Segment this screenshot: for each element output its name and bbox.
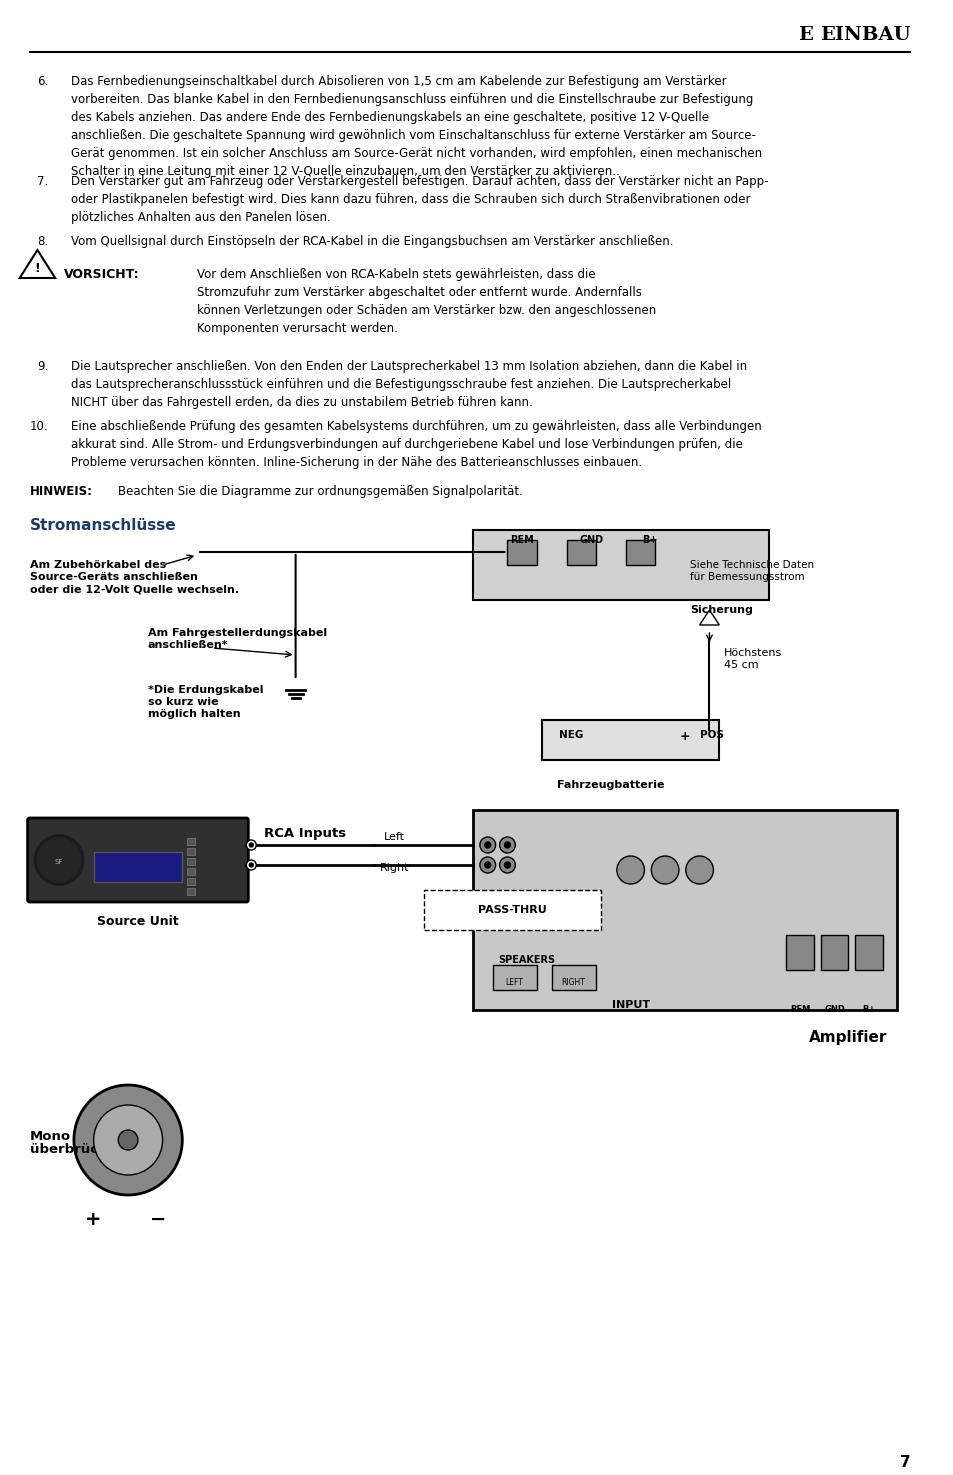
Text: überbrückt: überbrückt <box>30 1143 112 1156</box>
Circle shape <box>504 861 510 867</box>
Text: SF: SF <box>55 858 63 864</box>
Text: so kurz wie: so kurz wie <box>148 698 218 707</box>
Text: Vom Quellsignal durch Einstöpseln der RCA-Kabel in die Eingangsbuchsen am Verstä: Vom Quellsignal durch Einstöpseln der RC… <box>71 235 673 248</box>
FancyBboxPatch shape <box>820 935 847 971</box>
Text: Höchstens: Höchstens <box>723 648 781 658</box>
Text: Left: Left <box>383 832 404 842</box>
Text: B+: B+ <box>862 1004 875 1013</box>
Text: Die Lautsprecher anschließen. Von den Enden der Lautsprecherkabel 13 mm Isolatio: Die Lautsprecher anschließen. Von den En… <box>71 360 746 409</box>
Text: REM: REM <box>789 1004 809 1013</box>
FancyBboxPatch shape <box>187 888 195 895</box>
Text: INPUT: INPUT <box>611 1000 649 1010</box>
Circle shape <box>73 1086 182 1195</box>
FancyBboxPatch shape <box>473 530 768 600</box>
Circle shape <box>118 1130 138 1150</box>
Circle shape <box>499 836 515 853</box>
FancyBboxPatch shape <box>473 810 896 1010</box>
Text: RCA Inputs: RCA Inputs <box>264 827 346 839</box>
Text: GND: GND <box>823 1004 844 1013</box>
Text: Siehe Technische Daten: Siehe Technische Daten <box>689 560 813 569</box>
Text: Right: Right <box>379 863 409 873</box>
Text: Stromanschlüsse: Stromanschlüsse <box>30 518 176 532</box>
Text: Am Zubehörkabel des: Am Zubehörkabel des <box>30 560 166 569</box>
FancyBboxPatch shape <box>187 867 195 875</box>
Text: EINBAU: EINBAU <box>820 27 909 44</box>
Circle shape <box>499 857 515 873</box>
FancyBboxPatch shape <box>93 853 182 882</box>
Text: Am Fahrgestellerdungskabel: Am Fahrgestellerdungskabel <box>148 628 327 639</box>
Text: *Die Erdungskabel: *Die Erdungskabel <box>148 684 263 695</box>
Text: Source Unit: Source Unit <box>97 914 178 928</box>
Text: E: E <box>798 27 812 44</box>
Circle shape <box>479 857 496 873</box>
Text: HINWEIS:: HINWEIS: <box>30 485 92 499</box>
FancyBboxPatch shape <box>187 838 195 845</box>
Text: Fahrzeugbatterie: Fahrzeugbatterie <box>557 780 664 791</box>
Circle shape <box>685 855 713 884</box>
Text: Vor dem Anschließen von RCA-Kabeln stets gewährleisten, dass die
Stromzufuhr zum: Vor dem Anschließen von RCA-Kabeln stets… <box>197 268 656 335</box>
Text: 6.: 6. <box>37 75 49 88</box>
FancyBboxPatch shape <box>625 540 655 565</box>
Text: für Bemessungsstrom: für Bemessungsstrom <box>689 572 803 583</box>
Text: Mono: Mono <box>30 1130 71 1143</box>
Text: 8.: 8. <box>37 235 49 248</box>
Text: Beachten Sie die Diagramme zur ordnungsgemäßen Signalpolarität.: Beachten Sie die Diagramme zur ordnungsg… <box>118 485 522 499</box>
FancyBboxPatch shape <box>507 540 537 565</box>
Circle shape <box>37 838 81 882</box>
Text: 7.: 7. <box>37 176 49 187</box>
Circle shape <box>484 842 490 848</box>
Text: GND: GND <box>578 535 602 544</box>
Circle shape <box>249 844 253 847</box>
Text: −: − <box>150 1210 166 1229</box>
Text: anschließen*: anschließen* <box>148 640 228 650</box>
Text: NEG: NEG <box>558 730 583 740</box>
Text: Amplifier: Amplifier <box>807 1030 886 1044</box>
Circle shape <box>651 855 679 884</box>
Circle shape <box>504 842 510 848</box>
Text: VORSICHT:: VORSICHT: <box>64 268 139 282</box>
FancyBboxPatch shape <box>541 720 719 760</box>
Text: oder die 12-Volt Quelle wechseln.: oder die 12-Volt Quelle wechseln. <box>30 584 238 594</box>
Text: B+: B+ <box>642 535 658 544</box>
Text: +: + <box>679 730 689 743</box>
FancyBboxPatch shape <box>566 540 596 565</box>
Text: Den Verstärker gut am Fahrzeug oder Verstärkergestell befestigen. Darauf achten,: Den Verstärker gut am Fahrzeug oder Vers… <box>71 176 768 224</box>
Circle shape <box>34 835 84 885</box>
FancyBboxPatch shape <box>551 965 596 990</box>
Text: 45 cm: 45 cm <box>723 659 758 670</box>
Circle shape <box>246 839 256 850</box>
Text: +: + <box>85 1210 102 1229</box>
Circle shape <box>479 836 496 853</box>
Text: 7: 7 <box>899 1454 909 1471</box>
Text: PASS-THRU: PASS-THRU <box>477 906 546 914</box>
Text: Eine abschließende Prüfung des gesamten Kabelsystems durchführen, um zu gewährle: Eine abschließende Prüfung des gesamten … <box>71 420 760 469</box>
Text: Sicherung: Sicherung <box>689 605 752 615</box>
Text: 9.: 9. <box>37 360 49 373</box>
FancyBboxPatch shape <box>492 965 537 990</box>
FancyBboxPatch shape <box>187 848 195 855</box>
FancyBboxPatch shape <box>187 878 195 885</box>
Circle shape <box>246 860 256 870</box>
Text: 10.: 10. <box>30 420 49 434</box>
Circle shape <box>617 855 644 884</box>
Text: POS: POS <box>699 730 722 740</box>
Circle shape <box>484 861 490 867</box>
FancyBboxPatch shape <box>423 889 600 931</box>
Text: !: ! <box>34 261 40 274</box>
Text: LEFT: LEFT <box>505 978 523 987</box>
Circle shape <box>93 1105 162 1176</box>
Text: Source-Geräts anschließen: Source-Geräts anschließen <box>30 572 197 583</box>
Text: SPEAKERS: SPEAKERS <box>498 954 556 965</box>
FancyBboxPatch shape <box>28 819 248 903</box>
FancyBboxPatch shape <box>855 935 882 971</box>
Text: Das Fernbedienungseinschaltkabel durch Abisolieren von 1,5 cm am Kabelende zur B: Das Fernbedienungseinschaltkabel durch A… <box>71 75 761 178</box>
Circle shape <box>249 863 253 867</box>
Text: RIGHT: RIGHT <box>561 978 585 987</box>
Text: möglich halten: möglich halten <box>148 709 240 718</box>
FancyBboxPatch shape <box>785 935 813 971</box>
Text: REM: REM <box>510 535 534 544</box>
FancyBboxPatch shape <box>187 858 195 864</box>
